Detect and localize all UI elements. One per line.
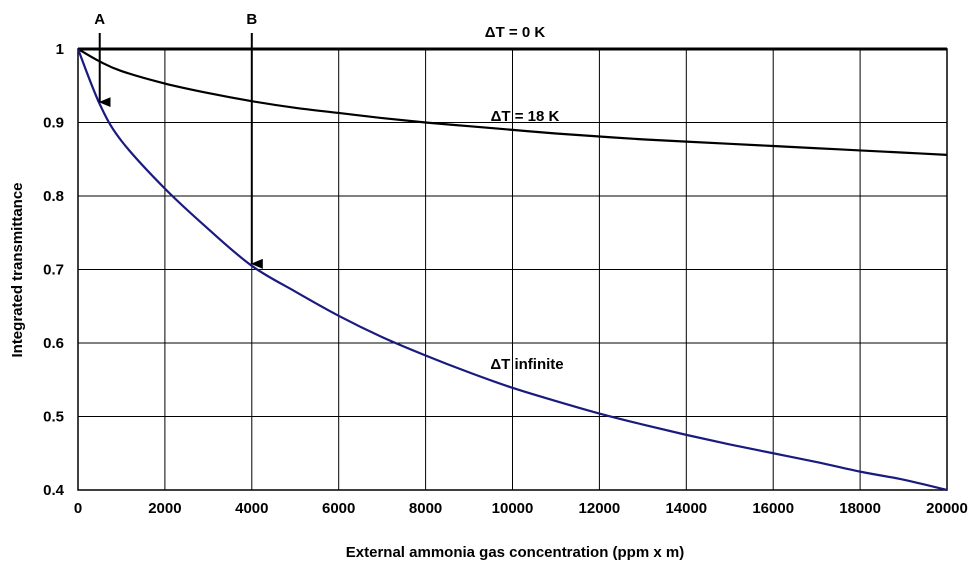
y-tick-label: 1 — [56, 41, 64, 58]
x-axis-title: External ammonia gas concentration (ppm … — [346, 544, 684, 561]
annotation-label: B — [246, 11, 257, 28]
y-tick-label: 0.6 — [43, 335, 64, 352]
series-line — [76, 48, 948, 492]
x-tick-label: 6000 — [322, 500, 355, 517]
annotation-label: A — [94, 11, 105, 28]
y-tick-label: 0.5 — [43, 409, 64, 426]
x-tick-label: 18000 — [839, 500, 881, 517]
y-tick-label: 0.8 — [43, 188, 64, 205]
series-labels: ΔT = 0 K ΔT = 18 K ΔT infinite — [485, 24, 564, 373]
x-tick-label: 4000 — [235, 500, 268, 517]
y-tick-label: 0.9 — [43, 115, 64, 132]
x-tick-label: 12000 — [579, 500, 621, 517]
x-tick-label: 14000 — [665, 500, 707, 517]
x-tick-labels: 0 2000 4000 6000 8000 10000 12000 14000 16000 180… — [74, 500, 968, 517]
x-tick-label: 2000 — [148, 500, 181, 517]
x-tick-label: 10000 — [492, 500, 534, 517]
y-tick-label: 0.7 — [43, 262, 64, 279]
x-tick-label: 8000 — [409, 500, 442, 517]
series-label: ΔT infinite — [490, 356, 563, 373]
y-axis-title: Integrated transmittance — [9, 182, 26, 357]
series-line — [77, 48, 948, 156]
series-lines — [76, 47, 948, 492]
x-tick-label: 16000 — [752, 500, 794, 517]
x-tick-label: 0 — [74, 500, 82, 517]
series-label: ΔT = 0 K — [485, 24, 546, 41]
x-tick-label: 20000 — [926, 500, 968, 517]
y-tick-labels: 0.4 0.5 0.6 0.7 0.8 0.9 1 — [43, 41, 65, 499]
series-label: ΔT = 18 K — [491, 108, 560, 125]
y-tick-label: 0.4 — [43, 482, 65, 499]
